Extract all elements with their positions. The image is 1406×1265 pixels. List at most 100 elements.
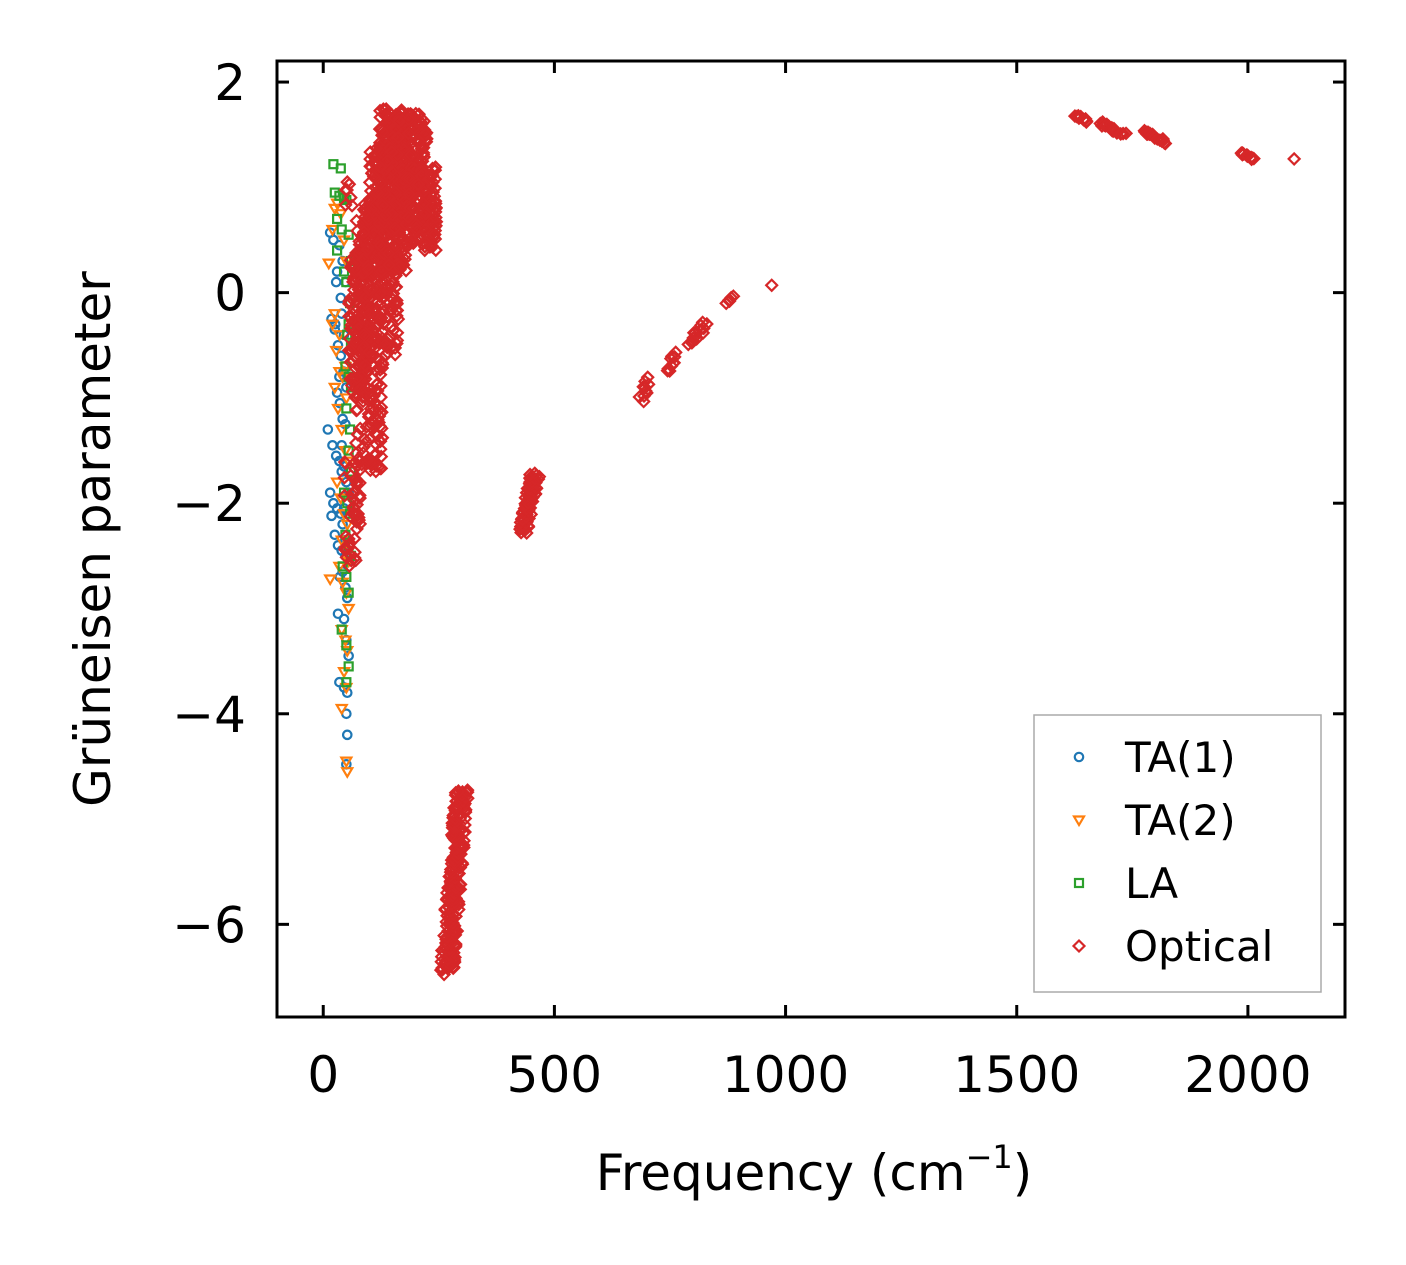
data-point — [381, 190, 396, 205]
data-point — [379, 106, 394, 121]
data-point — [341, 592, 353, 604]
data-point — [337, 488, 352, 503]
data-point — [1246, 151, 1261, 166]
data-point — [402, 186, 417, 201]
data-point — [388, 280, 403, 295]
data-point — [357, 246, 372, 261]
data-point — [416, 196, 431, 211]
data-point — [337, 413, 348, 425]
data-point — [321, 258, 336, 271]
data-point — [380, 309, 395, 324]
data-point — [370, 376, 385, 391]
data-point — [375, 357, 390, 372]
data-point — [341, 729, 353, 741]
data-point — [362, 282, 377, 297]
data-point — [387, 221, 402, 236]
x-axis-label: Frequency (cm−1) — [596, 1138, 1033, 1202]
data-point — [388, 347, 403, 362]
data-point — [337, 561, 348, 572]
data-point — [406, 126, 421, 141]
data-point — [428, 196, 443, 211]
data-point — [347, 485, 362, 500]
legend-items: TA(1) TA(2) LA Optical — [1071, 733, 1273, 971]
x-axis-label-superscript: −1 — [966, 1138, 1013, 1176]
data-point — [338, 197, 353, 212]
data-point — [331, 403, 345, 416]
data-point — [328, 234, 339, 246]
data-point — [425, 214, 440, 230]
data-point — [368, 464, 383, 479]
data-point — [418, 206, 433, 221]
data-point — [336, 224, 347, 235]
data-point — [382, 111, 397, 126]
data-point — [339, 182, 355, 198]
data-point — [369, 141, 384, 156]
data-point — [1116, 126, 1131, 141]
data-point — [664, 349, 679, 364]
data-point — [332, 339, 344, 351]
data-points-layer — [321, 102, 1302, 982]
data-point — [403, 236, 418, 251]
data-point — [350, 506, 365, 521]
data-point — [334, 397, 346, 409]
data-point — [412, 133, 427, 148]
data-point — [392, 230, 407, 245]
legend-marker — [1072, 815, 1086, 828]
data-point — [336, 624, 347, 635]
data-point — [356, 327, 371, 342]
data-point — [764, 278, 779, 293]
data-point — [385, 298, 400, 313]
data-point — [343, 290, 359, 305]
data-point — [342, 342, 358, 357]
data-point — [361, 451, 376, 466]
data-point — [455, 784, 470, 800]
data-point — [327, 309, 342, 321]
data-point — [377, 275, 392, 290]
data-point — [340, 646, 355, 658]
data-point — [378, 178, 393, 193]
data-point — [1118, 126, 1134, 141]
data-point — [361, 345, 377, 360]
legend-label: TA(1) — [1124, 733, 1236, 782]
data-point — [339, 682, 354, 695]
data-point — [341, 640, 352, 651]
data-point — [338, 613, 350, 625]
data-point — [330, 276, 342, 288]
data-point — [428, 243, 443, 258]
data-point — [381, 257, 396, 272]
data-point — [364, 202, 379, 217]
legend-marker — [1073, 751, 1085, 763]
data-point — [343, 468, 358, 483]
data-point — [340, 175, 355, 190]
data-point — [329, 345, 344, 358]
y-tick-label: −6 — [172, 896, 246, 954]
data-point — [414, 163, 429, 178]
data-point — [326, 510, 337, 522]
data-point — [349, 403, 364, 418]
data-point — [403, 147, 418, 163]
data-point — [338, 540, 353, 555]
data-point — [404, 160, 419, 175]
data-point — [339, 756, 354, 769]
data-point — [334, 424, 349, 437]
data-point — [451, 784, 466, 799]
data-point — [380, 153, 395, 168]
data-point — [332, 245, 343, 256]
data-point — [362, 307, 377, 322]
data-point — [1079, 114, 1094, 129]
data-point — [409, 217, 424, 232]
data-point — [412, 135, 427, 150]
data-point — [338, 529, 353, 544]
data-point — [371, 415, 387, 430]
data-point — [352, 315, 367, 330]
y-tick-label: 2 — [214, 54, 246, 112]
data-point — [519, 515, 534, 530]
data-point — [347, 550, 362, 566]
data-point — [638, 374, 653, 389]
data-point — [358, 358, 373, 373]
data-point — [391, 114, 407, 129]
data-point — [384, 144, 399, 160]
data-point — [386, 323, 401, 338]
series-optical — [337, 102, 1302, 982]
